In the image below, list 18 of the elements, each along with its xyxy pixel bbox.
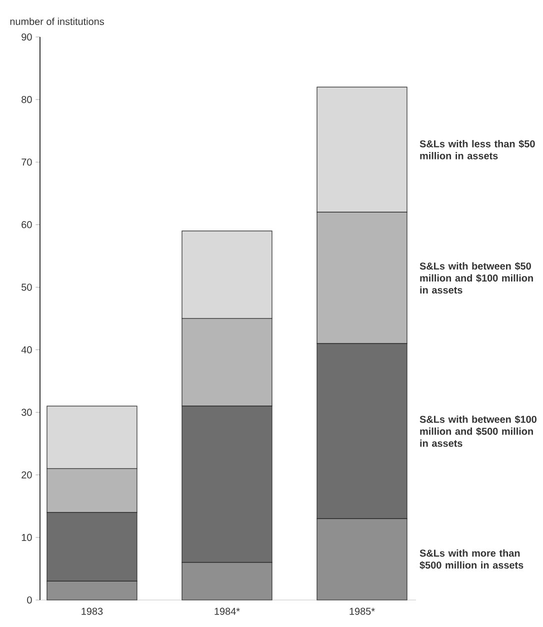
x-tick-label: 1985* [350,608,375,615]
x-tick-label: 1984* [214,608,240,615]
y-tick-label: 30 [22,408,32,416]
y-tick-label: 20 [22,471,32,478]
y-tick-label: 90 [22,33,32,41]
series-label: S&Ls with between $100 million and $500 million in assets [420,415,536,447]
series-label: S&Ls with more than $500 million in assets [420,549,524,570]
y-tick-label: 40 [21,346,32,354]
series-label: S&Ls with between $50 million and $100 million in assets [420,262,533,294]
x-tick-label: 1983 [82,608,103,615]
y-tick-label: 50 [22,284,32,291]
y-axis-title: number of institutions [10,18,104,26]
series-label: S&Ls with less than $50 million in assets [420,140,535,160]
y-tick-label: 80 [22,96,32,104]
y-tick-label: 60 [22,221,32,228]
y-tick-label: 10 [22,534,32,541]
y-tick-label: 70 [22,158,32,166]
y-tick-label: 0 [27,596,32,604]
